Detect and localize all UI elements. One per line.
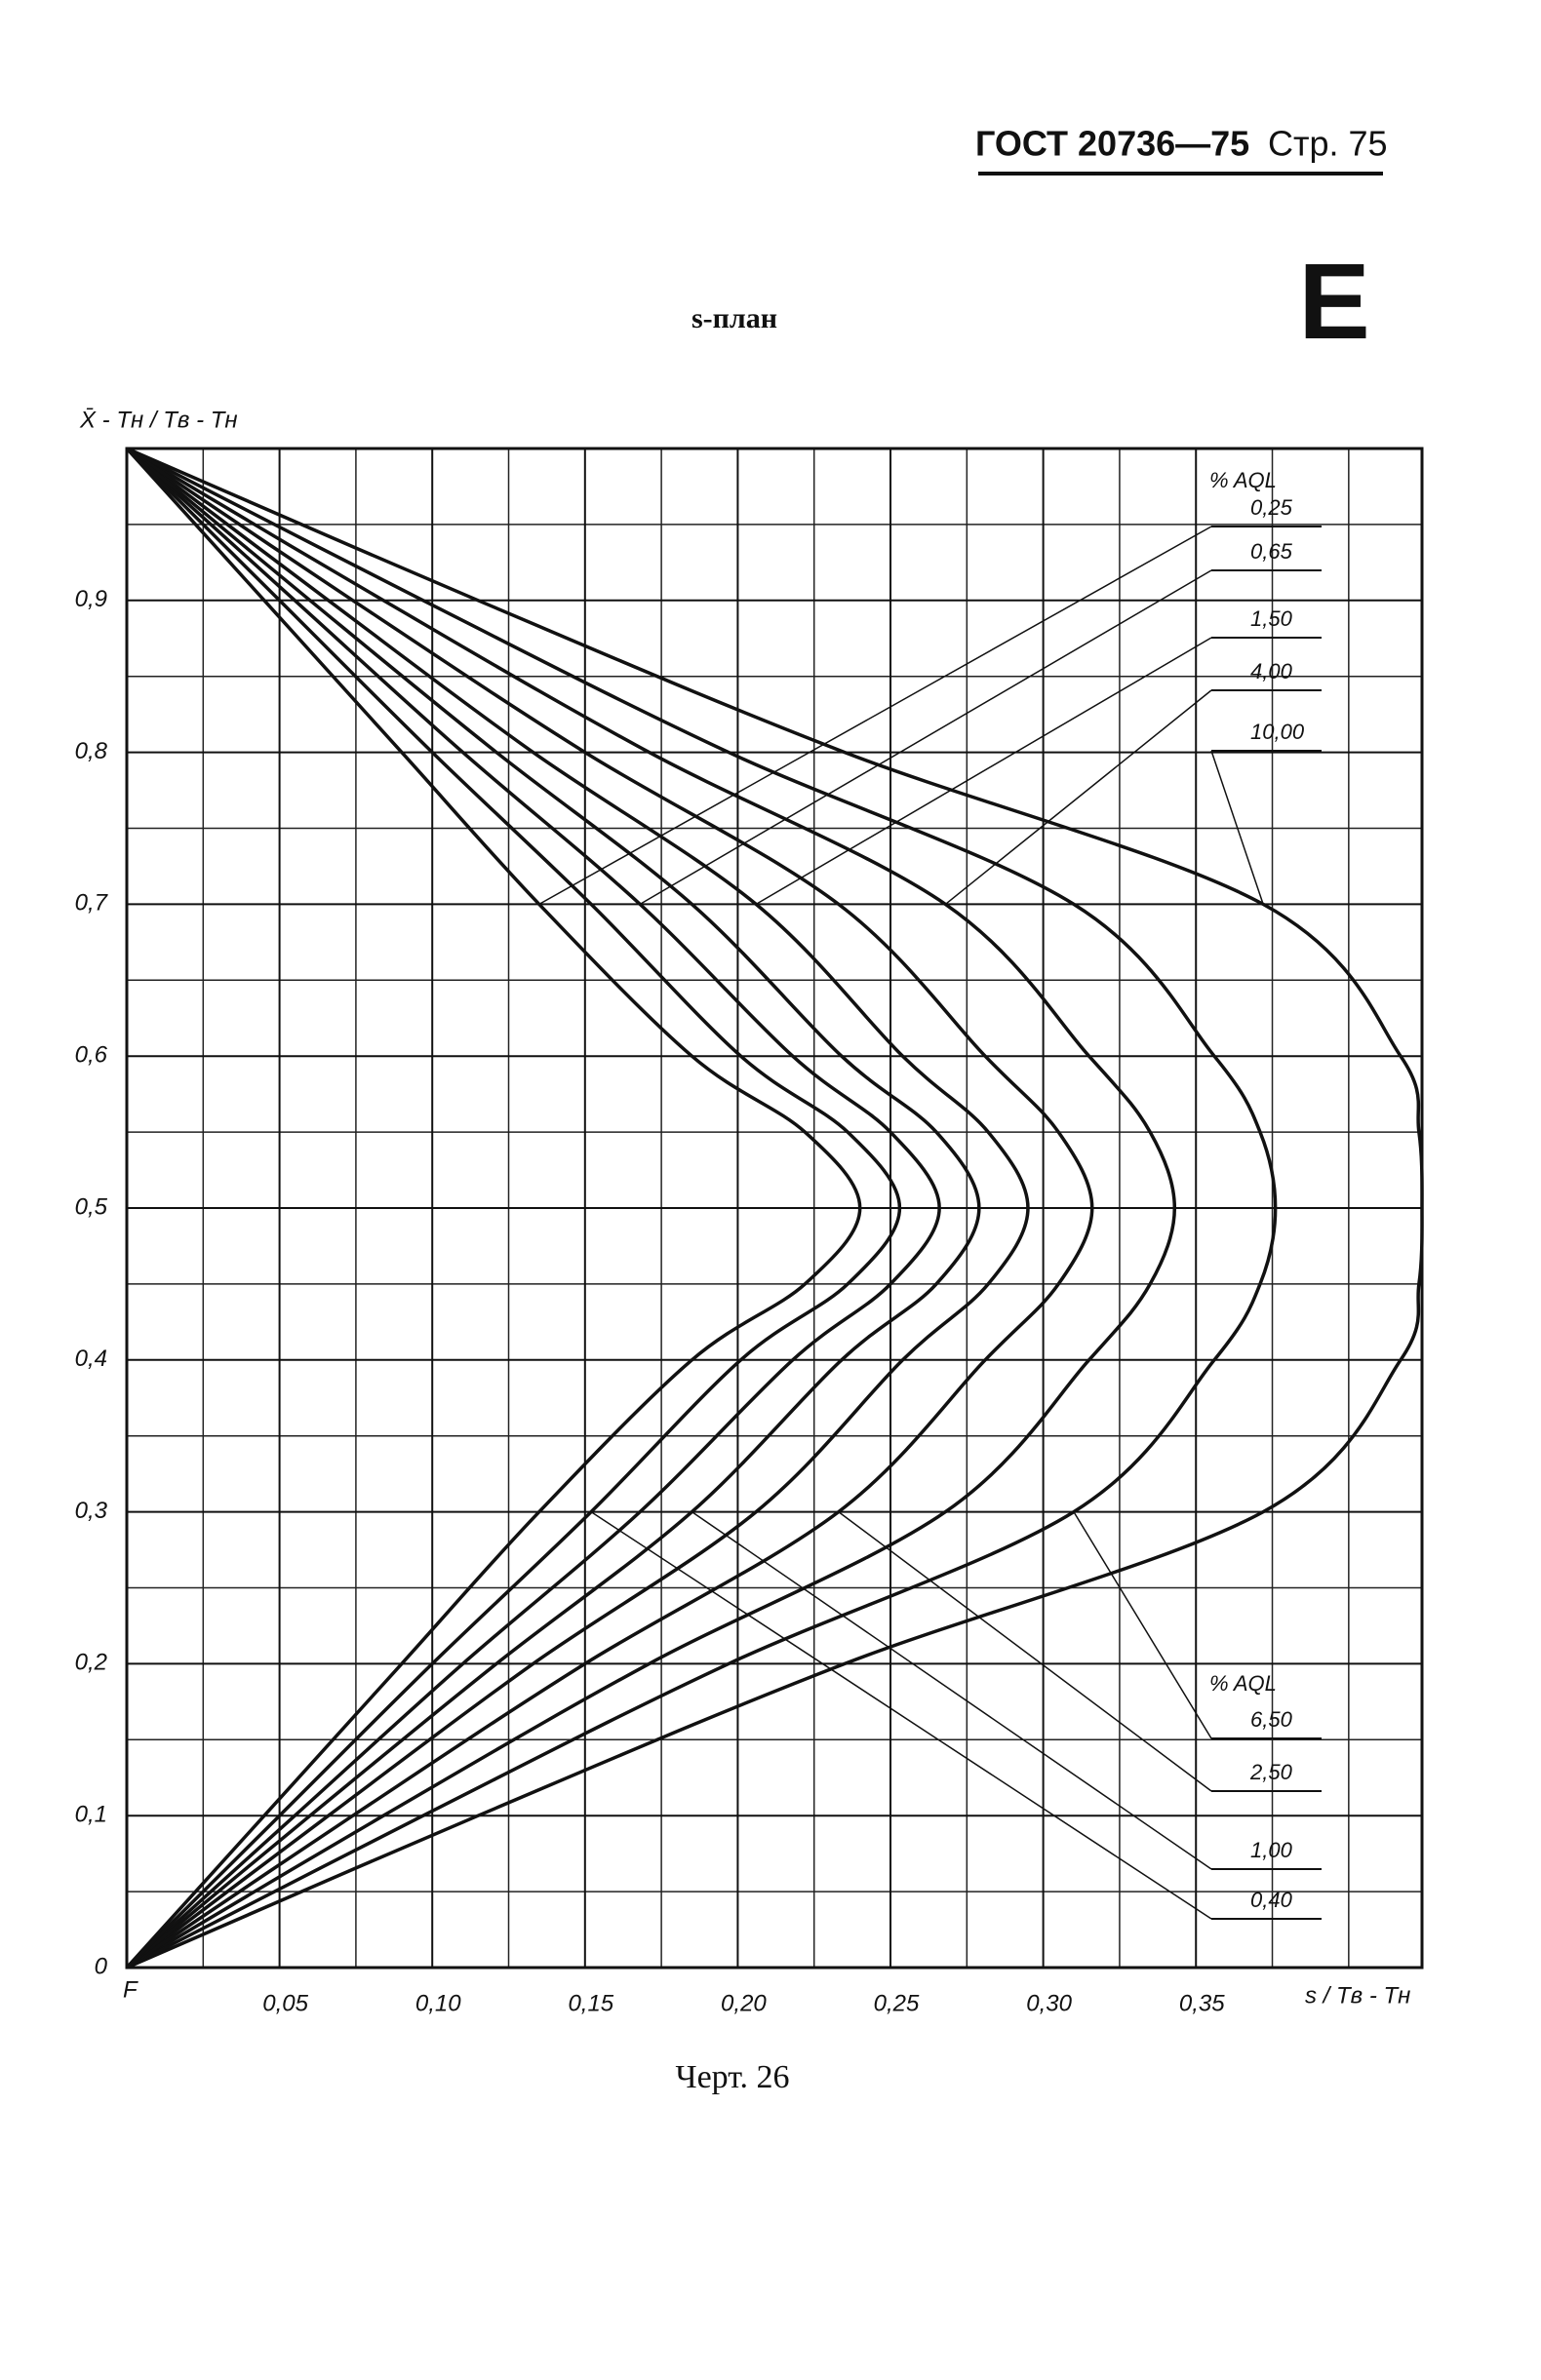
y-tick-label: 0,4 bbox=[75, 1346, 107, 1372]
origin-label: F bbox=[123, 1976, 138, 2003]
legend-label: 6,50 bbox=[1250, 1707, 1293, 1732]
y-tick-label: 0,8 bbox=[75, 738, 108, 764]
caption: Черт. 26 bbox=[675, 2059, 789, 2095]
x-axis-label: s / Tв - Tн bbox=[1305, 1982, 1410, 2009]
legend-label: 1,00 bbox=[1250, 1838, 1293, 1862]
standard-number: ГОСТ 20736—75 bbox=[975, 124, 1249, 164]
y-tick-label: 0,9 bbox=[75, 586, 107, 612]
x-tick-label: 0,10 bbox=[415, 1990, 461, 2016]
y-tick-label: 0,3 bbox=[75, 1498, 108, 1524]
leader-line bbox=[538, 526, 1212, 906]
leader-line bbox=[1073, 1511, 1212, 1739]
x-tick-label: 0,25 bbox=[874, 1990, 920, 2016]
curve bbox=[125, 447, 902, 1970]
page-number: Стр. 75 bbox=[1268, 124, 1388, 164]
curve bbox=[125, 447, 981, 1970]
curve bbox=[126, 447, 1177, 1970]
leader-line bbox=[944, 689, 1212, 905]
curve bbox=[126, 447, 1424, 1970]
leader-line bbox=[755, 637, 1212, 906]
x-tick-label: 0,30 bbox=[1026, 1990, 1072, 2016]
curve bbox=[126, 447, 1278, 1970]
plan-title: s-план bbox=[691, 302, 777, 334]
y-axis-label: X̄ - Tн / Tв - Tн bbox=[79, 407, 238, 433]
leader-line bbox=[639, 569, 1212, 906]
x-tick-label: 0,20 bbox=[721, 1990, 767, 2016]
legend-label: 0,25 bbox=[1250, 495, 1293, 520]
curve bbox=[125, 447, 941, 1970]
x-tick-label: 0,15 bbox=[568, 1990, 613, 2016]
legend-title: % AQL bbox=[1209, 1671, 1277, 1696]
leader-line bbox=[838, 1510, 1212, 1792]
curve bbox=[125, 447, 862, 1970]
legend-title: % AQL bbox=[1209, 468, 1277, 492]
legend-label: 1,50 bbox=[1250, 606, 1293, 631]
leader-line bbox=[590, 1510, 1212, 1920]
y-tick-label: 0,7 bbox=[75, 890, 109, 917]
legend-label: 10,00 bbox=[1250, 720, 1305, 744]
legend-label: 2,50 bbox=[1249, 1760, 1293, 1784]
y-tick-label: 0 bbox=[95, 1953, 108, 1979]
leader-line bbox=[1210, 750, 1264, 905]
leader-line bbox=[691, 1510, 1212, 1870]
y-tick-label: 0,2 bbox=[75, 1650, 107, 1676]
x-tick-label: 0,35 bbox=[1179, 1990, 1225, 2016]
legend-label: 0,40 bbox=[1250, 1888, 1293, 1912]
x-tick-label: 0,05 bbox=[262, 1990, 308, 2016]
curve bbox=[125, 447, 1030, 1970]
y-tick-label: 0,1 bbox=[75, 1802, 107, 1828]
y-tick-label: 0,6 bbox=[75, 1042, 108, 1069]
legend-label: 0,65 bbox=[1250, 539, 1293, 564]
legend-label: 4,00 bbox=[1250, 659, 1293, 683]
plan-letter: E bbox=[1298, 242, 1369, 362]
y-tick-label: 0,5 bbox=[75, 1193, 108, 1220]
curve bbox=[126, 447, 1094, 1970]
